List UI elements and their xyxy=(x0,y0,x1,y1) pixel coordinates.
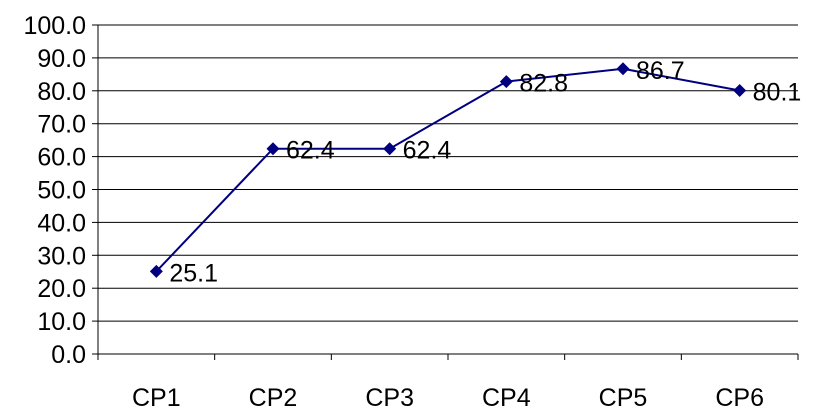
data-point xyxy=(733,83,747,97)
series-line xyxy=(155,67,740,273)
y-tick-label: 10.0 xyxy=(37,308,86,336)
x-tick-label: CP4 xyxy=(482,384,531,412)
y-tick-label: 70.0 xyxy=(37,111,86,139)
y-tick-label: 20.0 xyxy=(37,275,86,303)
data-point xyxy=(266,142,280,156)
data-label: 82.8 xyxy=(519,70,568,98)
y-tick-label: 100.0 xyxy=(23,12,86,40)
gridlines xyxy=(98,24,798,322)
axes: 0.0 10.0 20.0 30.0 40.0 50.0 60.0 70.0 80.0 90.0 1… xyxy=(23,12,799,412)
data-point xyxy=(499,75,513,89)
y-tick-label: 30.0 xyxy=(37,242,86,270)
data-label: 86.7 xyxy=(636,57,685,85)
data-label: 25.1 xyxy=(169,259,218,287)
x-tick-label: CP3 xyxy=(365,384,414,412)
y-tick-label: 40.0 xyxy=(37,209,86,237)
data-label: 62.4 xyxy=(286,137,335,165)
x-tick-label: CP1 xyxy=(132,384,181,412)
y-tick-label: 0.0 xyxy=(51,341,86,369)
y-tick-label: 90.0 xyxy=(37,45,86,73)
x-tick-label: CP5 xyxy=(599,384,648,412)
x-tick-label: CP6 xyxy=(715,384,764,412)
y-tick-label: 50.0 xyxy=(37,177,86,205)
data-label: 62.4 xyxy=(403,137,452,165)
data-point xyxy=(616,62,630,76)
data-label: 80.1 xyxy=(753,78,802,106)
y-tick-label: 60.0 xyxy=(37,144,86,172)
y-tick-label: 80.0 xyxy=(37,78,86,106)
data-point xyxy=(149,264,163,278)
data-labels: 25.1 62.4 62.4 82.8 86.7 80.1 xyxy=(169,57,801,288)
data-point xyxy=(383,142,397,156)
series-1 xyxy=(149,62,747,278)
x-tick-label: CP2 xyxy=(249,384,298,412)
